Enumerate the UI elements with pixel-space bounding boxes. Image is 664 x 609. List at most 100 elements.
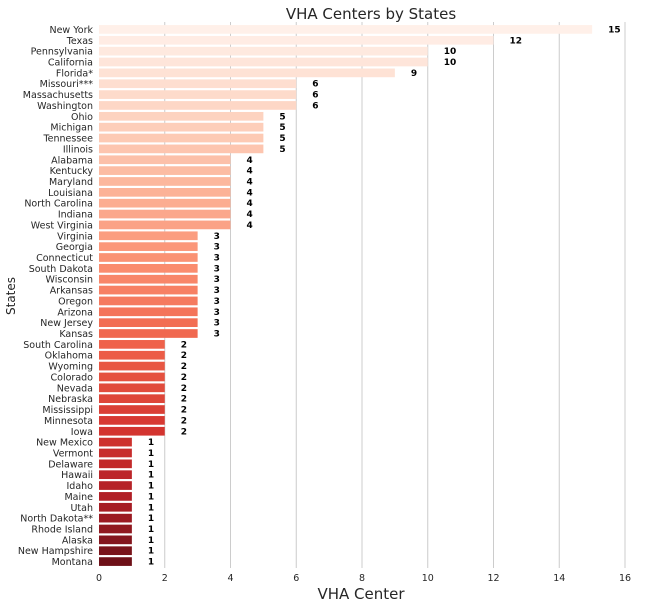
y-tick-label: Oregon (58, 296, 93, 307)
bar (99, 557, 132, 566)
data-label: 12 (510, 36, 523, 46)
bar (99, 372, 165, 382)
x-tick-labels: 0 2 4 6 8 10 12 14 16 (96, 573, 631, 584)
data-label: 3 (214, 243, 220, 253)
bar (99, 383, 165, 393)
data-label: 3 (214, 308, 220, 318)
data-label: 4 (247, 188, 253, 198)
y-tick-label: Illinois (63, 144, 93, 155)
x-tick-label: 16 (619, 573, 631, 584)
bar (99, 524, 132, 534)
y-tick-label: Georgia (56, 242, 93, 253)
bar (99, 101, 297, 110)
bar (99, 79, 297, 89)
data-label: 2 (181, 427, 187, 437)
x-tick-label: 6 (293, 573, 299, 584)
bar (99, 285, 198, 295)
data-label: 9 (411, 69, 417, 79)
y-tick-label: Texas (66, 36, 93, 47)
bar (99, 361, 165, 371)
bar (99, 187, 231, 197)
y-tick-label: Massachusetts (23, 90, 93, 101)
data-label: 1 (148, 460, 154, 470)
data-label: 6 (312, 101, 318, 111)
bar (99, 144, 264, 154)
data-label: 1 (148, 503, 154, 513)
y-tick-label: New York (49, 25, 93, 36)
x-tick-label: 4 (227, 573, 233, 584)
y-tick-label: Alabama (51, 155, 93, 166)
x-axis-label: VHA Center (317, 585, 405, 603)
data-label: 1 (148, 558, 154, 568)
bar (99, 68, 395, 78)
data-label: 1 (148, 514, 154, 524)
y-tick-label: Minnesota (44, 416, 93, 427)
bar (99, 198, 231, 208)
bars-group (99, 25, 593, 566)
y-tick-label: Nevada (57, 383, 93, 394)
y-tick-label: Mississippi (42, 405, 93, 416)
y-axis-label: States (4, 277, 18, 315)
data-label: 4 (247, 177, 253, 187)
bar (99, 426, 165, 436)
y-tick-label: South Carolina (23, 340, 93, 351)
x-tick-label: 2 (162, 573, 168, 584)
data-label: 1 (148, 471, 154, 481)
bar (99, 133, 264, 143)
bar (99, 25, 593, 34)
data-label: 4 (247, 210, 253, 220)
data-label: 5 (279, 123, 285, 133)
bar (99, 394, 165, 404)
bar (99, 90, 297, 99)
bar (99, 274, 198, 284)
y-tick-label: Washington (37, 101, 93, 112)
bar (99, 535, 132, 545)
y-tick-label: Virginia (57, 231, 93, 242)
data-label: 2 (181, 416, 187, 426)
y-tick-labels: New YorkTexasPennsylvaniaCaliforniaFlori… (18, 25, 94, 568)
y-tick-label: Idaho (67, 481, 94, 492)
bar (99, 177, 231, 186)
data-label: 2 (181, 384, 187, 394)
bar (99, 459, 132, 469)
y-tick-label: New Jersey (40, 318, 93, 329)
data-label: 10 (444, 58, 457, 68)
bar (99, 350, 165, 360)
bar (99, 166, 231, 175)
y-tick-label: Rhode Island (31, 524, 93, 535)
y-tick-label: Vermont (53, 448, 93, 459)
data-label: 6 (312, 91, 318, 101)
data-label: 6 (312, 80, 318, 90)
bar (99, 502, 132, 512)
bar (99, 437, 132, 447)
y-tick-label: Michigan (50, 123, 93, 134)
bar (99, 231, 198, 241)
y-tick-label: Connecticut (36, 253, 93, 264)
data-label: 3 (214, 275, 220, 285)
y-tick-label: Arkansas (50, 286, 93, 297)
y-tick-label: Tennessee (42, 134, 93, 145)
y-tick-label: Florida* (56, 68, 93, 79)
data-label: 15 (608, 25, 621, 35)
data-label: 1 (148, 492, 154, 502)
bar (99, 481, 132, 490)
y-tick-label: North Dakota** (20, 514, 93, 525)
data-label: 3 (214, 253, 220, 263)
y-tick-label: Ohio (71, 112, 93, 123)
y-tick-label: California (48, 58, 93, 69)
y-tick-label: Maryland (49, 177, 93, 188)
data-label: 3 (214, 232, 220, 242)
bar (99, 122, 264, 132)
data-label: 5 (279, 145, 285, 155)
x-tick-label: 12 (487, 573, 499, 584)
bar (99, 405, 165, 414)
bar (99, 242, 198, 251)
data-label: 2 (181, 395, 187, 405)
y-tick-label: Missouri*** (40, 79, 94, 90)
data-label: 3 (214, 330, 220, 340)
data-label: 2 (181, 406, 187, 416)
data-label: 1 (148, 547, 154, 557)
y-tick-label: Iowa (71, 427, 93, 438)
data-label: 2 (181, 362, 187, 372)
